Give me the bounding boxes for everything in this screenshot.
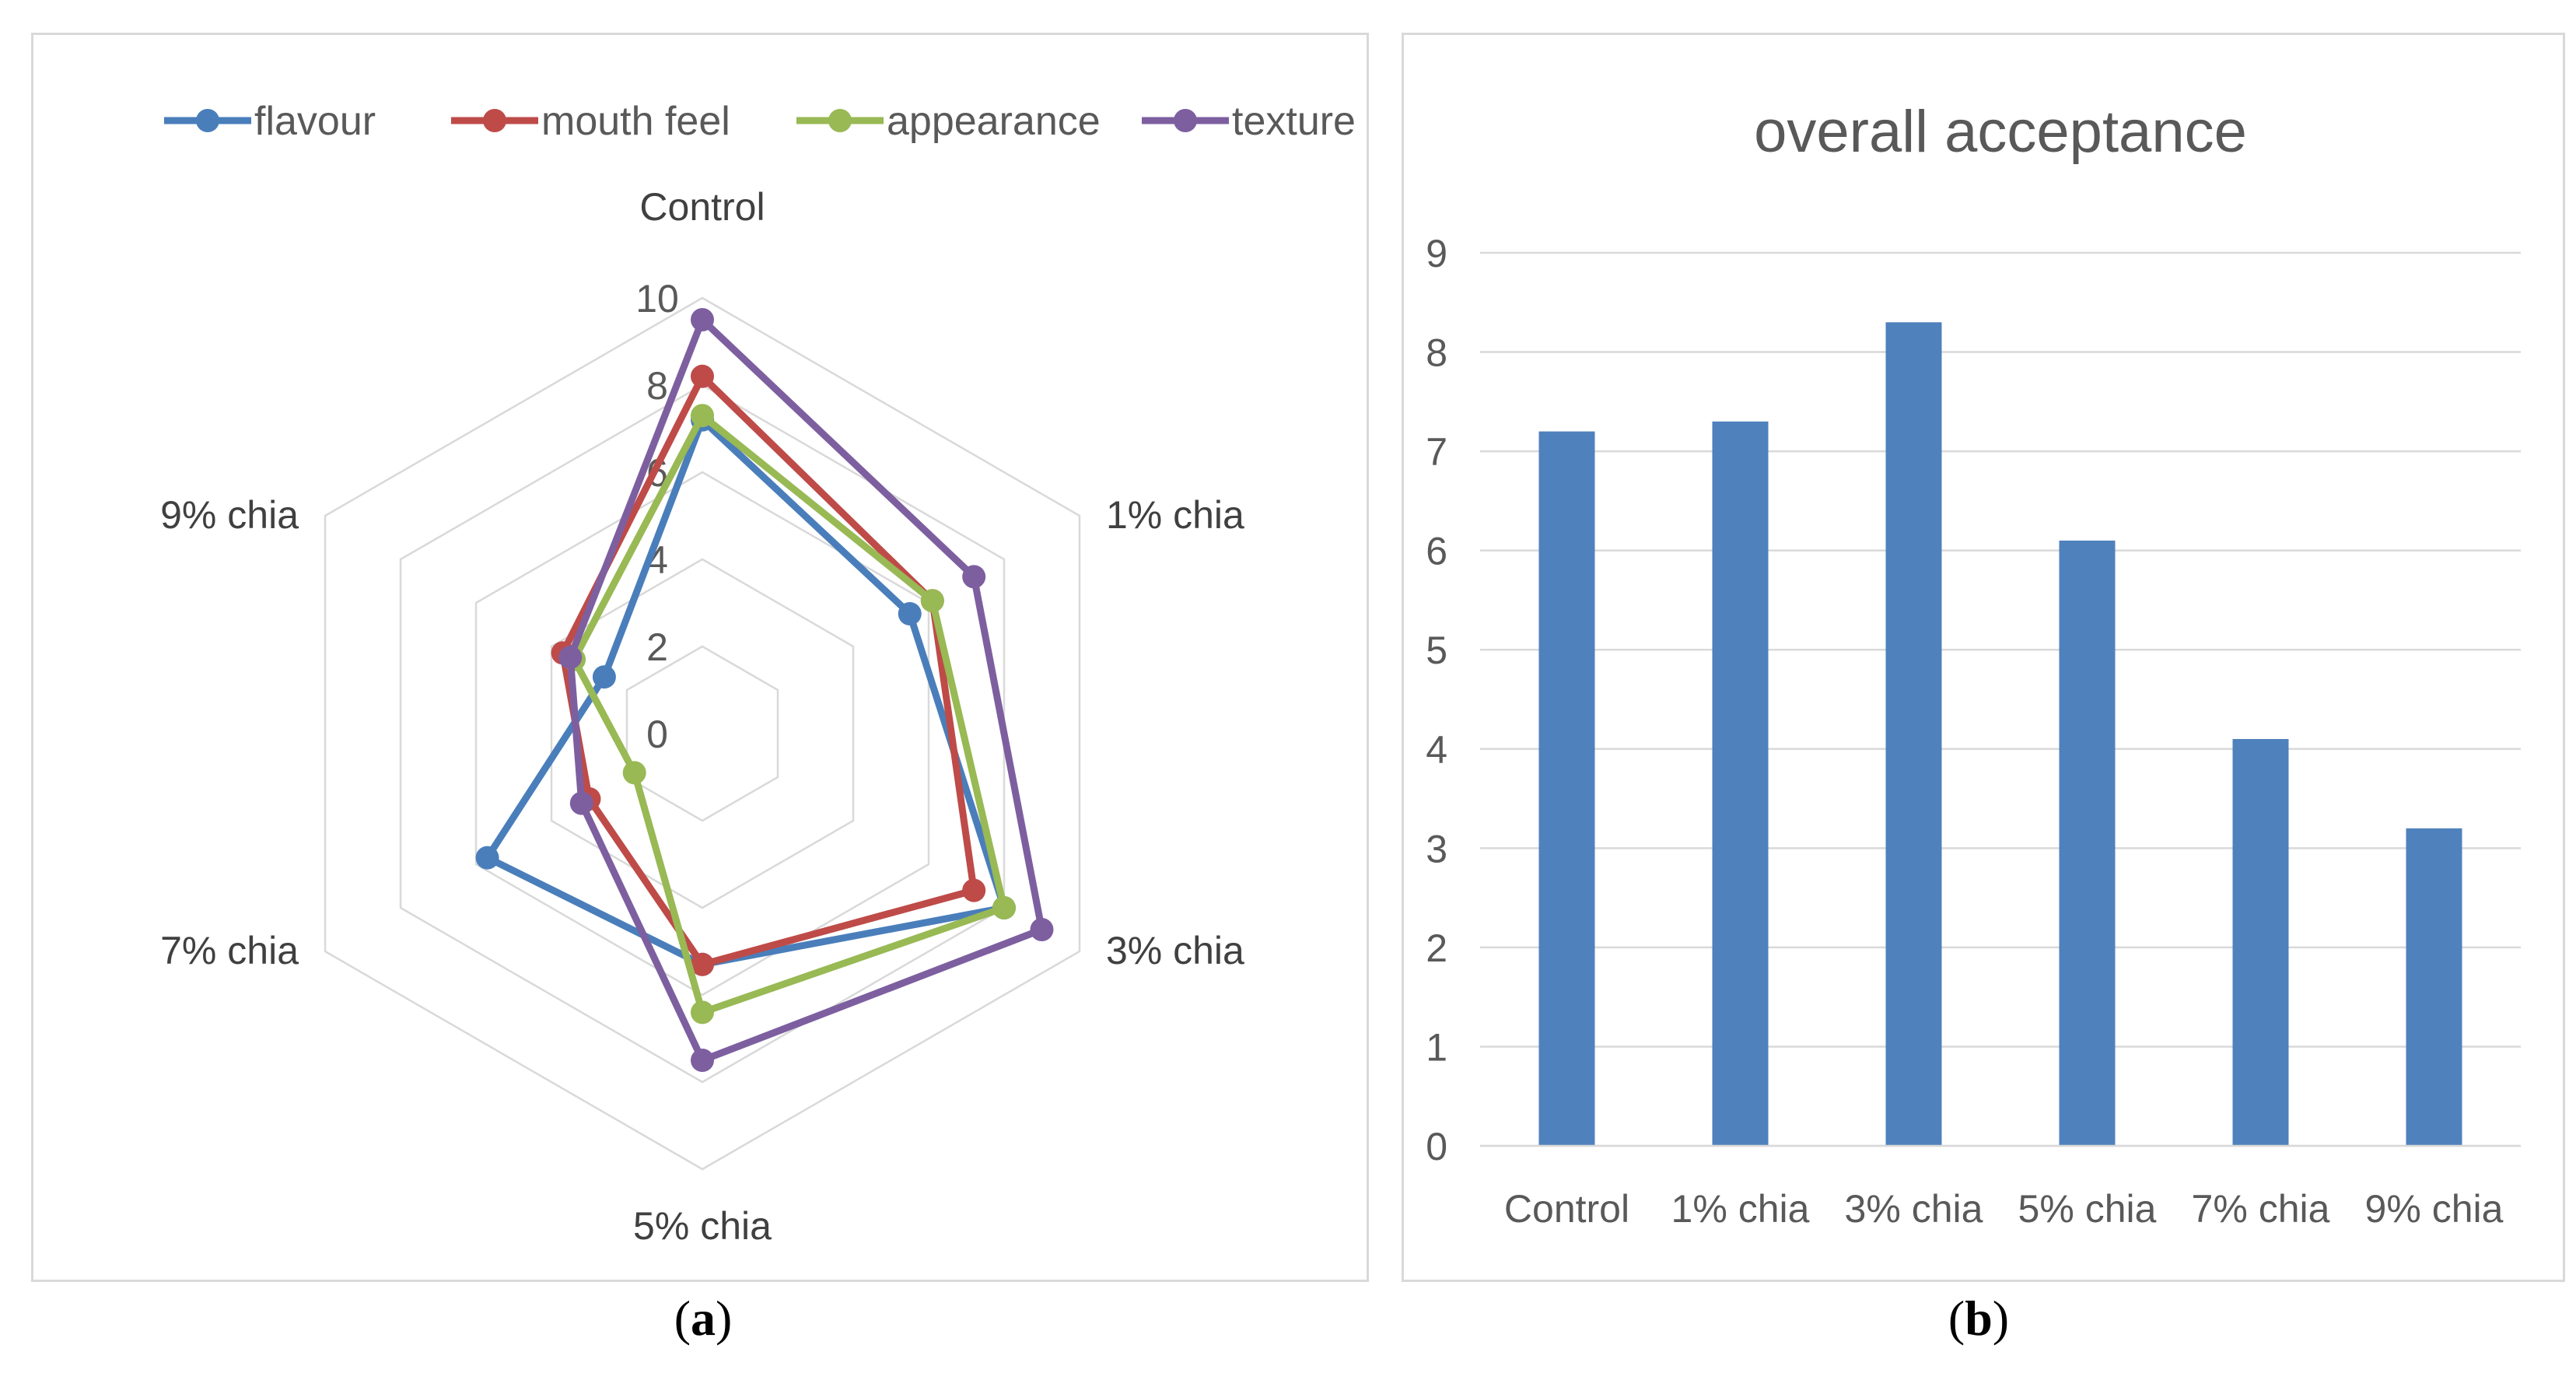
x-tick-label-5pct-chia: 5% chia xyxy=(2018,1187,2157,1231)
legend-item-flavour: flavour xyxy=(164,99,376,144)
x-tick-label-7pct-chia: 7% chia xyxy=(2192,1187,2330,1231)
bar-3pct-chia xyxy=(1885,322,1942,1147)
radar-point-flavour-7pct-chia xyxy=(475,846,499,870)
radar-point-texture-1pct-chia xyxy=(962,565,986,589)
legend-swatch-marker-appearance xyxy=(828,109,852,132)
radar-point-mouth-feel-5pct-chia xyxy=(691,952,714,976)
bar-9pct-chia xyxy=(2406,828,2462,1146)
legend-item-texture: texture xyxy=(1142,99,1356,144)
bar-gridlines xyxy=(1480,251,2521,1147)
caption-a-letter: a xyxy=(691,1291,716,1346)
radar-category-label-7pct-chia: 7% chia xyxy=(160,929,299,972)
legend-item-appearance: appearance xyxy=(796,99,1101,144)
y-tick-label: 9 xyxy=(1426,232,1447,275)
chart-title: overall acceptance xyxy=(1754,99,2247,165)
radar-point-texture-9pct-chia xyxy=(558,646,583,669)
legend-swatch-marker-flavour xyxy=(196,109,219,132)
legend-label-mouth-feel: mouth feel xyxy=(541,99,730,144)
y-tick-label: 3 xyxy=(1426,827,1447,870)
legend-label-appearance: appearance xyxy=(887,99,1101,144)
bars xyxy=(1538,322,2462,1147)
x-tick-label-3pct-chia: 3% chia xyxy=(1845,1187,1983,1231)
radar-point-mouth-feel-control xyxy=(691,364,714,388)
radar-grid-ring-2 xyxy=(625,645,779,822)
radar-grid-ring-8 xyxy=(399,384,1006,1084)
radar-tick-label: 2 xyxy=(646,625,668,669)
legend-label-flavour: flavour xyxy=(254,99,376,144)
radar-chart-panel: 0 2 4 6 8 10 Control 1% chia 3% chia 5% chia 7% ch… xyxy=(31,33,1369,1282)
radar-category-label-9pct-chia: 9% chia xyxy=(160,493,299,537)
bar-control xyxy=(1538,431,1595,1146)
radar-tick-label: 10 xyxy=(635,277,679,320)
radar-series-texture xyxy=(558,308,1054,1072)
radar-series-flavour xyxy=(475,408,1016,976)
y-tick-label: 7 xyxy=(1426,430,1447,474)
radar-legend: flavour mouth feel appearance texture xyxy=(164,99,1356,144)
bar-7pct-chia xyxy=(2232,739,2289,1146)
radar-category-label-1pct-chia: 1% chia xyxy=(1106,493,1244,537)
radar-point-texture-5pct-chia xyxy=(691,1049,714,1072)
radar-tick-label: 8 xyxy=(646,364,668,408)
bar-chart-panel: overall acceptance 0 1 2 3 4 5 6 7 8 9 Control 1% ch… xyxy=(1402,33,2565,1282)
y-tick-label: 0 xyxy=(1426,1125,1447,1168)
y-tick-label: 5 xyxy=(1426,629,1447,672)
radar-category-label-3pct-chia: 3% chia xyxy=(1106,929,1244,972)
radar-point-appearance-7pct-chia xyxy=(622,761,646,785)
y-tick-label: 6 xyxy=(1426,530,1447,573)
caption-b-letter: b xyxy=(1965,1291,1993,1346)
legend-item-mouth-feel: mouth feel xyxy=(451,99,730,144)
caption-b: (b) xyxy=(1948,1291,2010,1346)
radar-point-flavour-9pct-chia xyxy=(592,665,616,689)
radar-grid-ring-6 xyxy=(474,471,930,996)
radar-point-appearance-5pct-chia xyxy=(691,1000,714,1024)
legend-label-texture: texture xyxy=(1232,99,1356,144)
bar-chart: overall acceptance 0 1 2 3 4 5 6 7 8 9 Control 1% ch… xyxy=(1426,99,2521,1231)
radar-category-label-5pct-chia: 5% chia xyxy=(633,1204,772,1248)
x-tick-label-9pct-chia: 9% chia xyxy=(2365,1187,2504,1231)
bar-1pct-chia xyxy=(1712,421,1769,1146)
caption-a: (a) xyxy=(674,1291,733,1346)
y-tick-label: 2 xyxy=(1426,926,1447,970)
y-tick-label: 1 xyxy=(1426,1025,1447,1069)
radar-point-mouth-feel-3pct-chia xyxy=(962,878,986,902)
radar-point-appearance-1pct-chia xyxy=(920,589,944,613)
radar-series-line-texture xyxy=(566,316,1045,1064)
radar-point-appearance-3pct-chia xyxy=(992,896,1016,919)
y-axis-tick-labels: 0 1 2 3 4 5 6 7 8 9 xyxy=(1426,232,1447,1168)
x-tick-label-1pct-chia: 1% chia xyxy=(1671,1187,1810,1231)
legend-swatch-marker-texture xyxy=(1174,109,1197,132)
radar-grid-ring-10 xyxy=(324,296,1081,1171)
radar-point-appearance-control xyxy=(691,404,714,428)
y-tick-label: 4 xyxy=(1426,728,1447,772)
legend-swatch-marker-mouth-feel xyxy=(483,109,506,132)
radar-point-texture-3pct-chia xyxy=(1030,918,1054,941)
y-tick-label: 8 xyxy=(1426,331,1447,375)
bar-5pct-chia xyxy=(2059,540,2116,1146)
x-axis-tick-labels: Control 1% chia 3% chia 5% chia 7% chia 9% ch… xyxy=(1504,1187,2504,1231)
radar-grid-ring-4 xyxy=(550,558,855,909)
radar-point-texture-control xyxy=(691,308,714,331)
x-tick-label-control: Control xyxy=(1504,1187,1629,1231)
radar-category-labels: Control 1% chia 3% chia 5% chia 7% chia 9% ch… xyxy=(160,185,1244,1248)
radar-point-texture-7pct-chia xyxy=(569,791,593,815)
radar-category-label-control: Control xyxy=(639,185,765,229)
radar-tick-label: 0 xyxy=(646,713,668,756)
radar-point-flavour-1pct-chia xyxy=(898,602,922,625)
